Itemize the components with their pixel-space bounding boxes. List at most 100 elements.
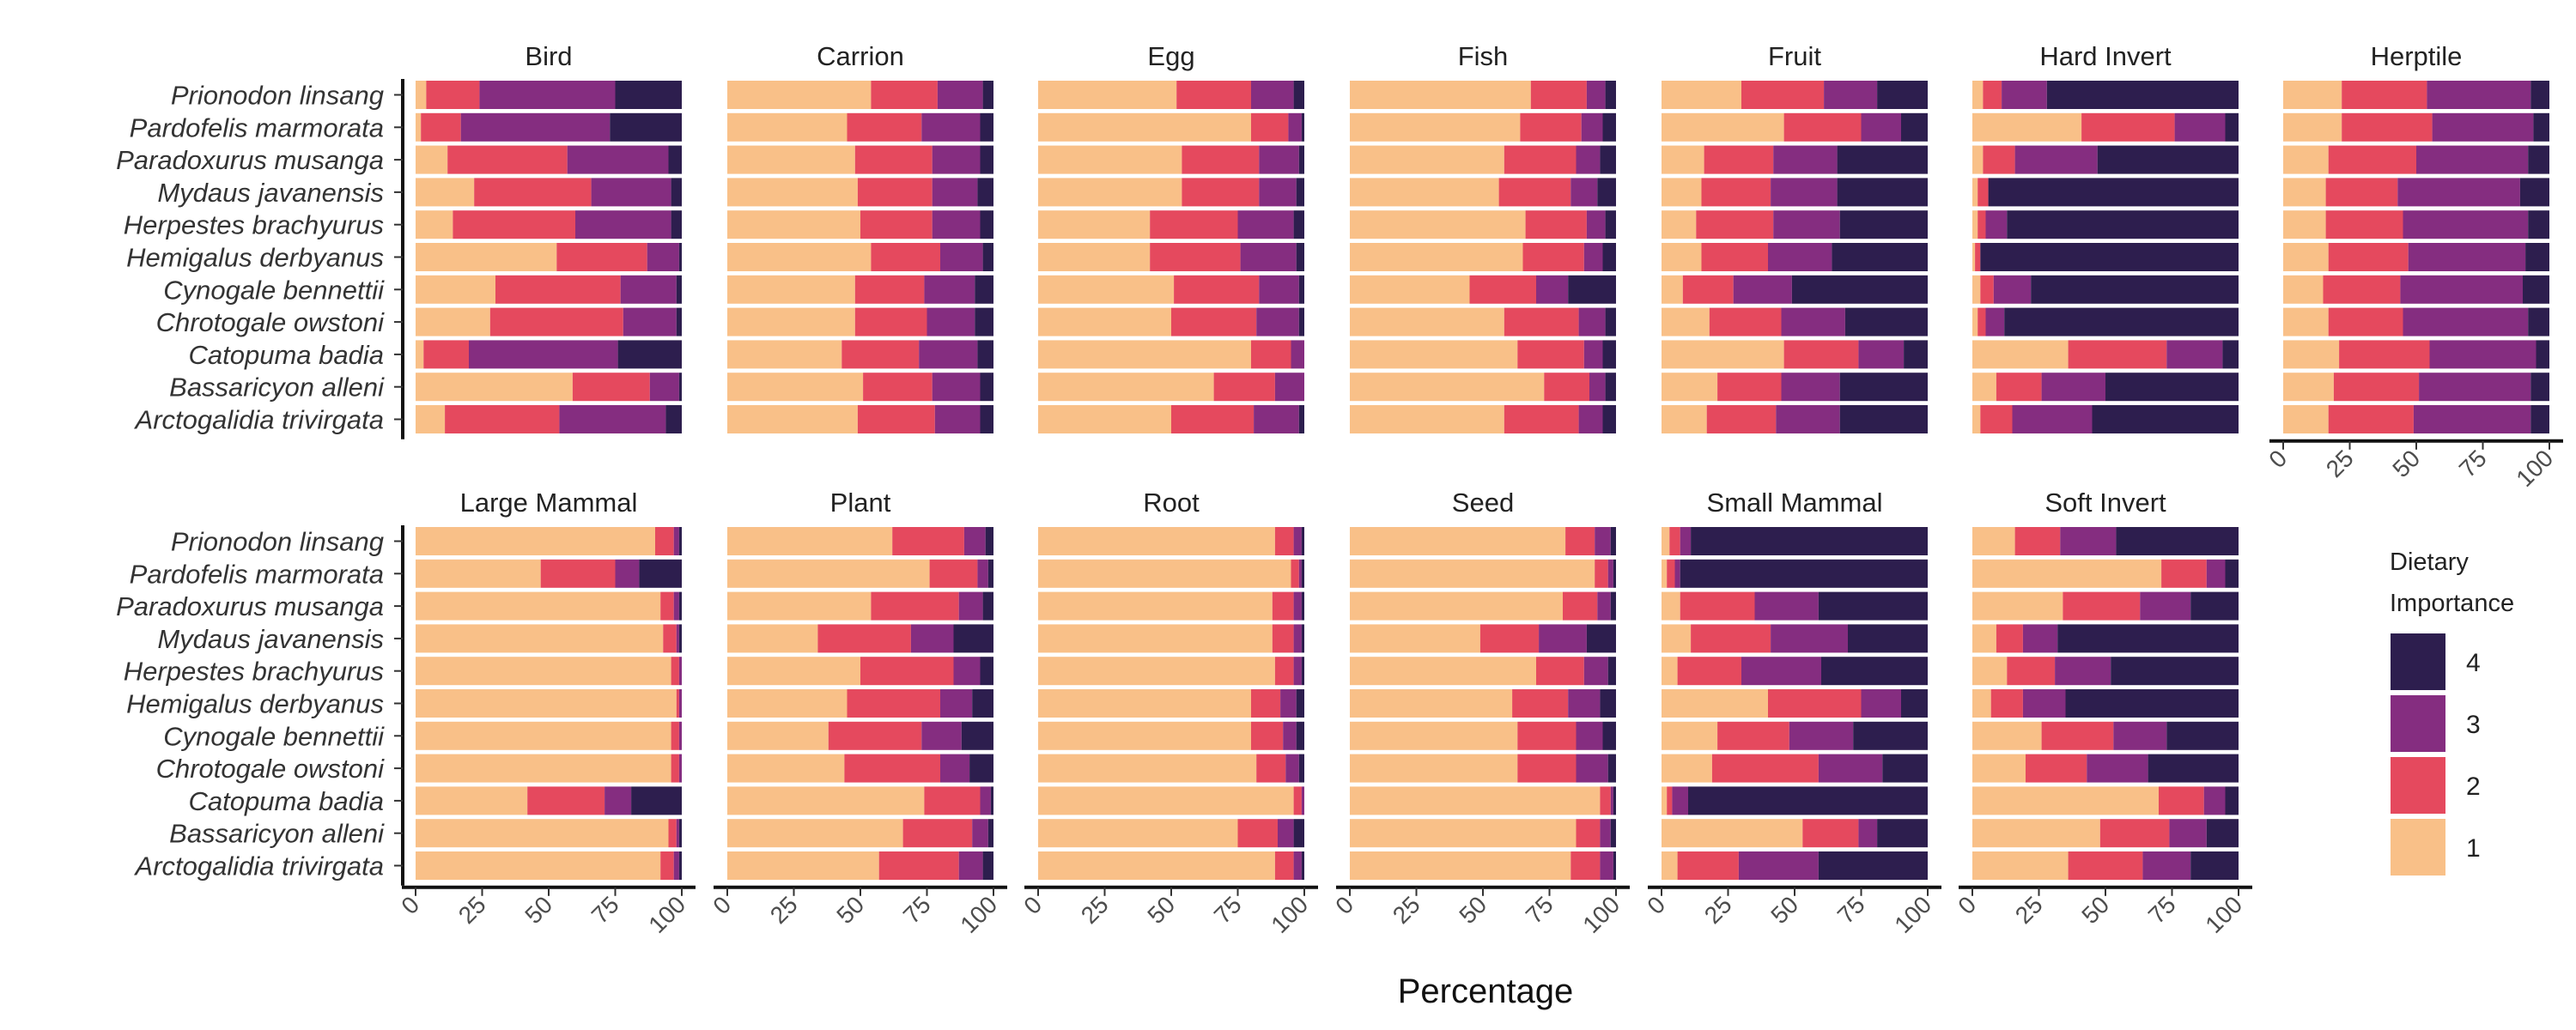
bar-segment-importance-3: [2142, 851, 2191, 880]
bar-segment-importance-3: [2055, 657, 2111, 686]
bar-segment-importance-1: [1038, 786, 1294, 815]
species-label-cynogale-bennettii: Cynogale bennettii: [163, 275, 385, 305]
bar-segment-importance-2: [857, 178, 933, 207]
bar-segment-importance-1: [1038, 624, 1273, 653]
bar-segment-importance-3: [1285, 754, 1299, 783]
bar-segment-importance-4: [1688, 786, 1928, 815]
bar-segment-importance-4: [2225, 112, 2239, 142]
bar-segment-importance-2: [1517, 340, 1584, 369]
bar-segment-importance-3: [1254, 405, 1299, 433]
x-tick-label: 100: [1889, 891, 1936, 938]
x-tick-label: 100: [1577, 891, 1625, 938]
bar-segment-importance-2: [1711, 754, 1819, 783]
bar-segment-importance-1: [727, 307, 855, 336]
legend-label-2: 2: [2466, 772, 2481, 801]
bar-segment-importance-2: [1990, 689, 2023, 718]
bar-segment-importance-3: [2113, 721, 2167, 750]
bar-segment-importance-3: [2419, 373, 2531, 402]
x-tick-label: 25: [765, 891, 803, 929]
panel-seed: Seed 0 25 50 75 100: [1330, 488, 1630, 938]
bar-segment-importance-2: [871, 243, 940, 271]
x-tick-label: 100: [643, 891, 690, 938]
bar-segment-importance-4: [665, 405, 682, 433]
bar-segment-importance-4: [1839, 210, 1928, 239]
bar-segment-importance-3: [1298, 559, 1302, 588]
bar-segment-importance-3: [1568, 689, 1601, 718]
bar-segment-importance-2: [1783, 340, 1859, 369]
bar-segment-importance-3: [678, 689, 682, 718]
bar-segment-importance-3: [1293, 657, 1302, 686]
bar-segment-importance-4: [2519, 178, 2549, 207]
bar-segment-importance-2: [2014, 527, 2061, 555]
bar-segment-importance-4: [975, 275, 993, 304]
bar-segment-importance-3: [623, 307, 677, 336]
bar-segment-importance-4: [2530, 81, 2549, 109]
bar-segment-importance-1: [1038, 210, 1151, 239]
bar-segment-importance-4: [1904, 340, 1928, 369]
bar-segment-importance-3: [2022, 689, 2066, 718]
bar-segment-importance-1: [1350, 591, 1563, 621]
bar-segment-importance-3: [937, 81, 983, 109]
bar-segment-importance-4: [631, 786, 682, 815]
panel-title: Large Mammal: [460, 488, 638, 518]
bar-segment-importance-3: [673, 591, 679, 621]
bar-segment-importance-2: [2333, 373, 2420, 402]
bar-segment-importance-1: [1350, 527, 1566, 555]
bar-segment-importance-1: [727, 275, 855, 304]
bar-segment-importance-2: [1498, 178, 1571, 207]
bar-segment-importance-3: [2397, 178, 2520, 207]
x-tick-label: 0: [1330, 891, 1358, 919]
bar-segment-importance-3: [1293, 851, 1302, 880]
bar-segment-importance-1: [1662, 819, 1803, 848]
bar-segment-importance-1: [1972, 689, 1991, 718]
bar-segment-importance-1: [1038, 81, 1177, 109]
bar-segment-importance-3: [591, 178, 671, 207]
bar-segment-importance-1: [2283, 373, 2334, 402]
bar-segment-importance-1: [1038, 559, 1291, 588]
bar-segment-importance-3: [2432, 112, 2534, 142]
bar-segment-importance-3: [1768, 243, 1832, 271]
bar-segment-importance-2: [2007, 657, 2056, 686]
bar-segment-importance-3: [940, 689, 973, 718]
x-tick-label: 100: [1266, 891, 1313, 938]
bar-segment-importance-2: [2099, 819, 2170, 848]
bar-segment-importance-2: [1975, 243, 1981, 271]
bar-segment-importance-4: [1296, 178, 1304, 207]
bar-segment-importance-1: [727, 340, 842, 369]
bar-segment-importance-3: [1293, 624, 1302, 653]
bar-segment-importance-4: [678, 373, 682, 402]
species-label-hemigalus-derbyanus: Hemigalus derbyanus: [126, 689, 384, 719]
bar-segment-importance-2: [2081, 112, 2175, 142]
bar-segment-importance-4: [678, 624, 682, 653]
bar-segment-importance-4: [678, 243, 682, 271]
species-label-bassaricyon-alleni: Bassaricyon alleni: [169, 819, 385, 849]
bar-segment-importance-2: [1980, 405, 2013, 433]
bar-segment-importance-4: [1293, 81, 1304, 109]
x-tick-label: 0: [396, 891, 424, 919]
legend-label-4: 4: [2466, 649, 2481, 677]
bar-segment-importance-3: [1771, 178, 1838, 207]
bar-segment-importance-1: [416, 527, 655, 555]
panel-title: Plant: [830, 488, 891, 518]
bar-segment-importance-4: [668, 145, 682, 174]
bar-segment-importance-2: [1171, 405, 1255, 433]
bar-segment-importance-2: [663, 624, 677, 653]
bar-segment-importance-2: [1980, 275, 1994, 304]
bar-segment-importance-1: [416, 657, 671, 686]
bar-segment-importance-4: [975, 307, 993, 336]
bar-segment-importance-3: [1576, 145, 1601, 174]
bar-segment-importance-4: [1296, 243, 1304, 271]
bar-segment-importance-4: [2148, 754, 2239, 783]
bar-segment-importance-1: [1350, 851, 1571, 880]
x-tick-label: 0: [2263, 445, 2292, 473]
bar-segment-importance-2: [2328, 243, 2409, 271]
bar-segment-importance-2: [1677, 657, 1741, 686]
bar-segment-importance-2: [878, 851, 959, 880]
bar-segment-importance-4: [2530, 405, 2549, 433]
bar-segment-importance-4: [1837, 178, 1928, 207]
bar-segment-importance-1: [416, 689, 677, 718]
bar-segment-importance-1: [416, 754, 671, 783]
bar-segment-importance-1: [1662, 657, 1678, 686]
bar-segment-importance-2: [1717, 373, 1782, 402]
panel-hard-invert: Hard Invert: [1972, 41, 2239, 433]
